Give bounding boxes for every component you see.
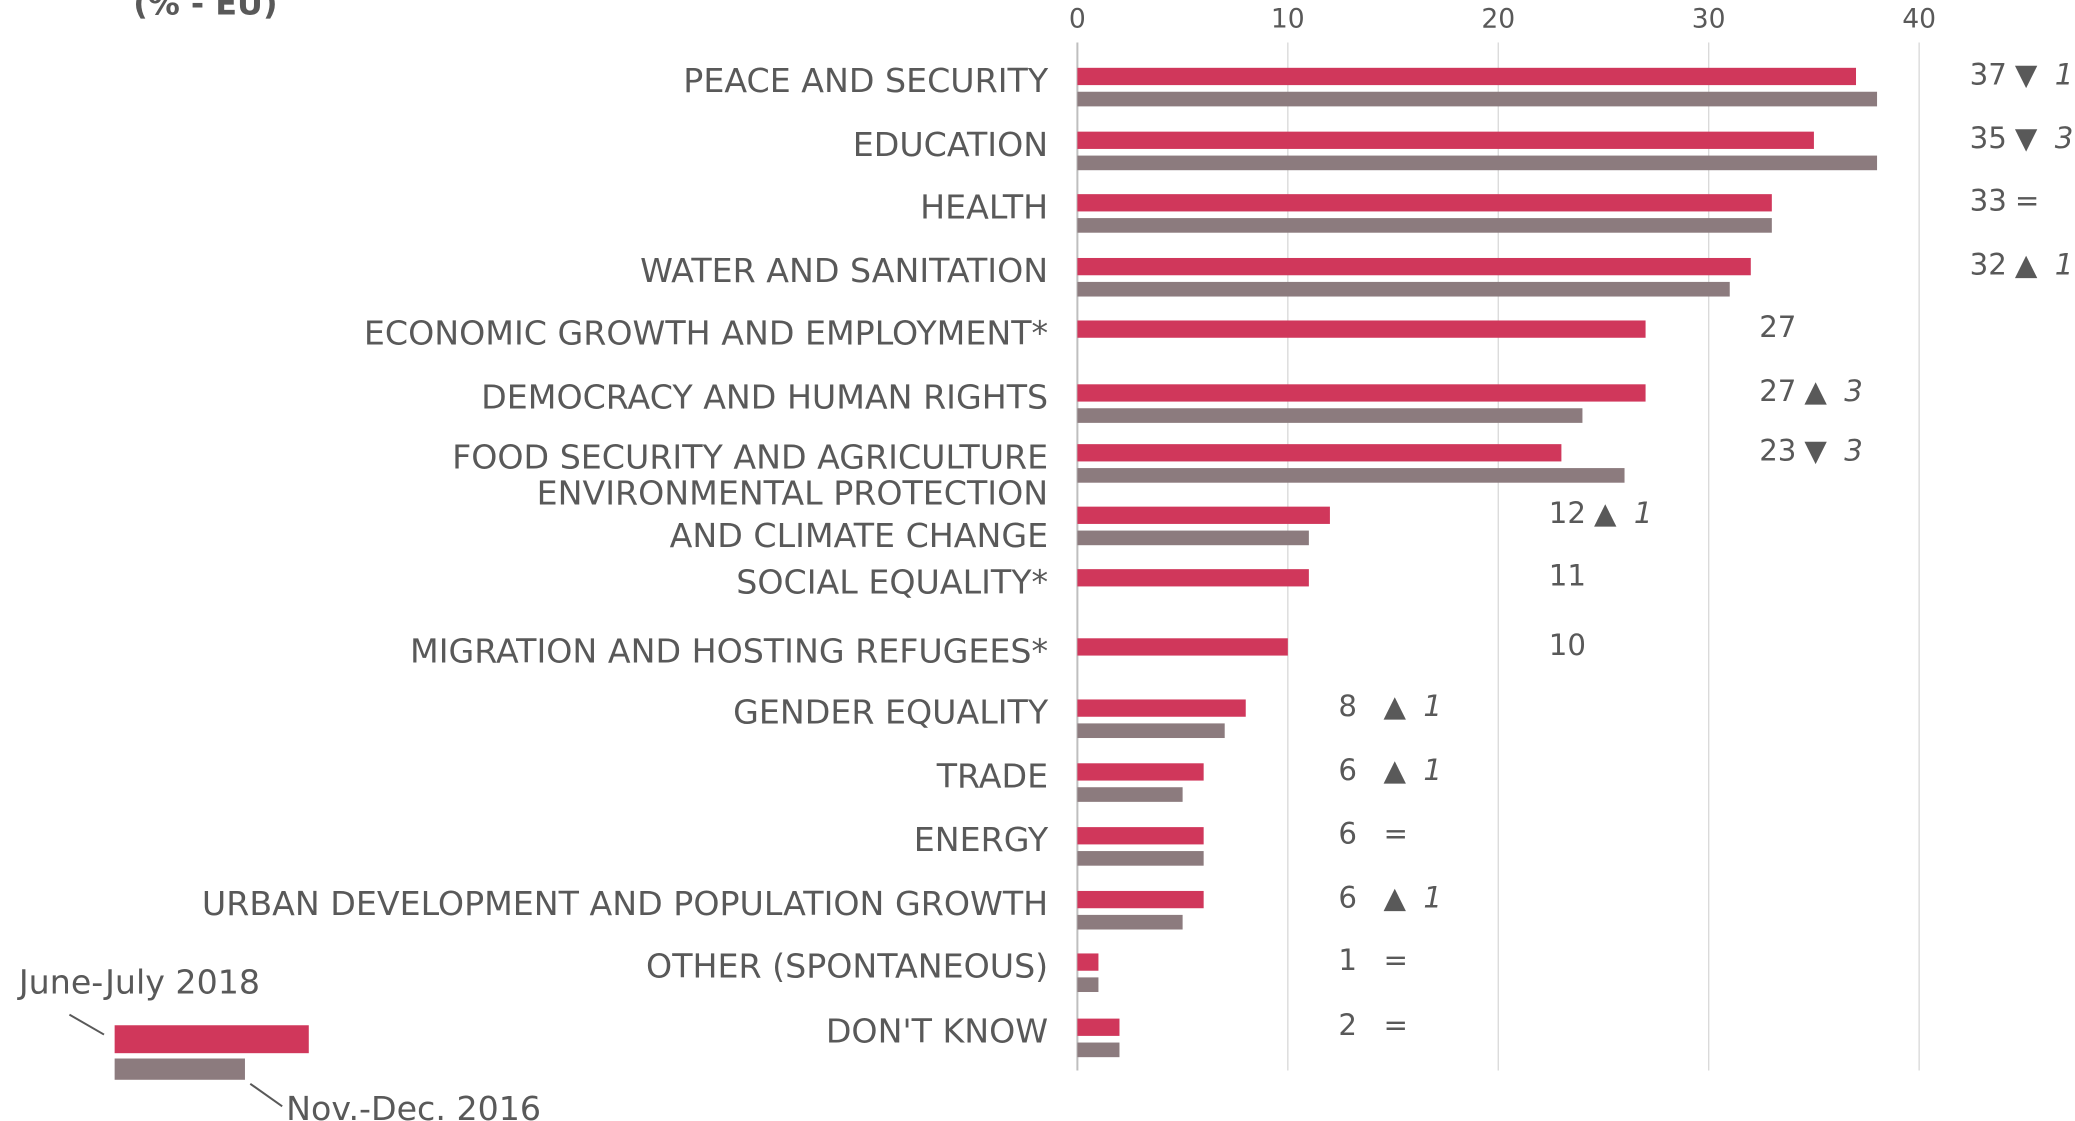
legend-label: Nov.-Dec. 2016 (286, 1089, 541, 1121)
bar (1077, 384, 1646, 402)
category-label: ENERGY (914, 820, 1049, 859)
bar (1077, 914, 1183, 930)
category-label: DON'T KNOW (826, 1012, 1048, 1051)
legend-label: June-July 2018 (17, 963, 260, 1002)
x-tick-label: 20 (1481, 3, 1515, 34)
bar (1077, 953, 1099, 971)
change-value: 1 (1423, 753, 1442, 787)
legend-connector (249, 1082, 283, 1108)
data-label: 6 (1338, 880, 1357, 914)
change-symbol: ▲ (1594, 496, 1617, 530)
category-label: MIGRATION AND HOSTING REFUGEES* (410, 631, 1048, 670)
category-label: GENDER EQUALITY (733, 693, 1049, 732)
bar (1077, 155, 1878, 171)
bar (1077, 194, 1772, 212)
change-symbol: ▲ (1804, 374, 1827, 408)
change-value: 1 (2055, 247, 2074, 281)
category-label: URBAN DEVELOPMENT AND POPULATION GROWTH (202, 884, 1048, 923)
data-label: 11 (1549, 559, 1586, 593)
bar (1077, 218, 1772, 233)
bar (1077, 723, 1225, 739)
bar (1077, 699, 1246, 717)
data-label: 33 (1970, 184, 2007, 218)
change-symbol: ▲ (1384, 689, 1407, 723)
change-symbol: ▲ (1384, 880, 1407, 914)
change-value: 3 (1844, 434, 1863, 468)
bar (1077, 281, 1730, 297)
change-symbol: = (1384, 943, 1409, 977)
data-label: 37 (1970, 57, 2007, 91)
data-label: 1 (1338, 943, 1357, 977)
change-value: 1 (2055, 57, 2074, 91)
data-label: 8 (1338, 689, 1357, 723)
change-symbol: ▼ (2015, 121, 2038, 155)
bar (1077, 257, 1751, 276)
legend-swatch (114, 1058, 245, 1080)
bar (1077, 444, 1562, 462)
category-label: DEMOCRACY AND HUMAN RIGHTS (481, 377, 1048, 416)
change-value: 3 (1844, 374, 1863, 408)
category-label: ECONOMIC GROWTH AND EMPLOYMENT* (364, 314, 1048, 353)
bar (1077, 91, 1878, 107)
x-tick-label: 40 (1902, 3, 1936, 34)
bar (1077, 763, 1204, 781)
bar (1077, 851, 1204, 866)
change-value: 1 (1634, 496, 1653, 530)
category-label: TRADE (936, 756, 1048, 795)
legend-swatch (114, 1025, 309, 1054)
bar (1077, 890, 1204, 909)
data-label: 10 (1549, 628, 1586, 662)
change-symbol: ▲ (2015, 247, 2038, 281)
x-tick-label: 0 (1069, 3, 1086, 34)
category-label: EDUCATION (853, 125, 1048, 164)
category-label-line: ENVIRONMENTAL PROTECTION (537, 473, 1049, 512)
category-label: FOOD SECURITY AND AGRICULTURE (452, 437, 1048, 476)
change-symbol: ▼ (2015, 57, 2038, 91)
data-label: 12 (1549, 496, 1586, 530)
bar (1077, 506, 1330, 524)
bar (1077, 569, 1309, 587)
data-label: 6 (1338, 753, 1357, 787)
bar (1077, 320, 1646, 338)
bar (1077, 787, 1183, 802)
bar (1077, 1042, 1120, 1058)
bar (1077, 131, 1814, 149)
change-value: 1 (1423, 689, 1442, 723)
data-label: 35 (1970, 121, 2007, 155)
data-label: 23 (1759, 434, 1796, 468)
bar (1077, 408, 1583, 423)
legend-connector (68, 1013, 105, 1036)
bar (1077, 530, 1309, 546)
data-label: 6 (1338, 817, 1357, 851)
bar (1077, 67, 1857, 86)
data-label: 2 (1338, 1008, 1357, 1042)
change-symbol: = (1384, 817, 1409, 851)
category-label: PEACE AND SECURITY (683, 61, 1049, 100)
change-symbol: = (2015, 184, 2040, 218)
category-label-line: AND CLIMATE CHANGE (670, 516, 1049, 555)
change-symbol: ▼ (1804, 434, 1827, 468)
data-label: 32 (1970, 247, 2007, 281)
bar (1077, 1018, 1120, 1036)
category-label: OTHER (SPONTANEOUS) (646, 947, 1048, 986)
bar (1077, 638, 1288, 656)
data-label: 27 (1759, 374, 1796, 408)
category-label: SOCIAL EQUALITY* (736, 562, 1048, 601)
category-label: ENVIRONMENTAL PROTECTION AND CLIMATE CHAN… (537, 473, 1049, 555)
x-tick-label: 30 (1692, 3, 1726, 34)
change-value: 1 (1423, 880, 1442, 914)
bar (1077, 468, 1625, 483)
bar (1077, 827, 1204, 845)
bar (1077, 977, 1099, 993)
data-label: 27 (1759, 310, 1796, 344)
category-label: HEALTH (920, 187, 1048, 226)
chart-title: (% - EU) (133, 0, 277, 22)
category-label: WATER AND SANITATION (640, 251, 1048, 290)
change-symbol: ▲ (1384, 753, 1407, 787)
change-symbol: = (1384, 1008, 1409, 1042)
x-tick-label: 10 (1271, 3, 1305, 34)
change-value: 3 (2055, 121, 2074, 155)
